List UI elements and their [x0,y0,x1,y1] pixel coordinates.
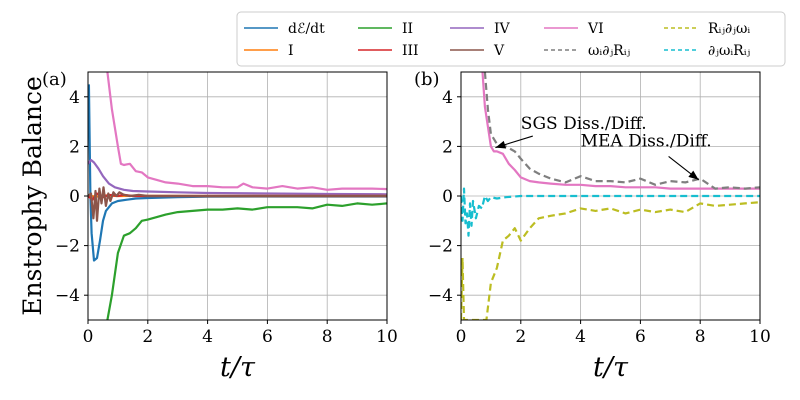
series-line-VI [481,72,760,190]
annotation-arrowhead [688,170,699,180]
y-tick-label: 2 [69,137,80,157]
x-tick-label: 10 [376,327,398,347]
series-line-Rᵢⱼ∂ⱼωᵢ [461,201,760,320]
panel-b: 0 2 4 6 8 10 −4 −2 0 2 4 t/τ (b) SGS Diss./Diff.MEA D… [414,69,771,383]
x-tick-label: 6 [262,327,273,347]
y-tick-label: −2 [55,237,80,257]
y-tick-label: −4 [428,286,453,306]
x-tick-label: 4 [575,327,586,347]
series-line-VI [106,72,387,191]
x-tick-label: 0 [456,327,467,347]
x-axis-label: t/τ [593,352,629,383]
legend-label: II [402,21,413,37]
x-tick-label: 10 [749,327,771,347]
y-tick-label: 4 [69,88,80,108]
series-group [88,72,387,320]
series-line-V [88,186,387,222]
x-axis-label: t/τ [220,352,256,383]
panel-a: 0 2 4 6 8 10 −4 −2 0 2 4 t/τ Enstrophy Balance(a) [18,69,398,383]
legend-label: dℰ/dt [288,21,325,37]
series-line-∂ⱼωᵢRᵢⱼ [461,187,760,237]
x-tick-label: 8 [322,327,333,347]
y-axis-label: Enstrophy Balance [18,76,47,315]
x-tick-label: 2 [515,327,526,347]
y-tick-label: −4 [55,286,80,306]
y-tick-label: 0 [442,187,453,207]
annotation-arrowhead [495,140,507,149]
series-line-IV [88,158,387,196]
legend-label: IV [494,21,511,37]
legend-label: ωᵢ∂ⱼRᵢⱼ [588,43,630,59]
series-line-II [106,202,387,320]
y-tick-label: 0 [69,187,80,207]
legend-label: VI [587,21,604,37]
y-tick-label: −2 [428,237,453,257]
x-tick-label: 0 [83,327,94,347]
x-tick-label: 6 [635,327,646,347]
x-tick-label: 8 [695,327,706,347]
panel-label: (b) [414,69,440,90]
legend-label: V [493,43,505,59]
panel-label: (a) [42,69,67,90]
legend-label: Rᵢⱼ∂ⱼωᵢ [708,21,750,37]
x-tick-label: 4 [202,327,213,347]
series-line-dℰ/dt [88,84,387,262]
x-tick-label: 2 [142,327,153,347]
legend-label: I [288,43,294,59]
legend-label: ∂ⱼωᵢRᵢⱼ [708,43,750,59]
legend-label: III [402,43,419,59]
annotation-label: SGS Diss./Diff. [521,114,647,134]
legend-frame [236,11,786,67]
y-tick-label: 2 [442,137,453,157]
annotation-label: MEA Diss./Diff. [581,131,712,151]
y-tick-label: 4 [442,88,453,108]
